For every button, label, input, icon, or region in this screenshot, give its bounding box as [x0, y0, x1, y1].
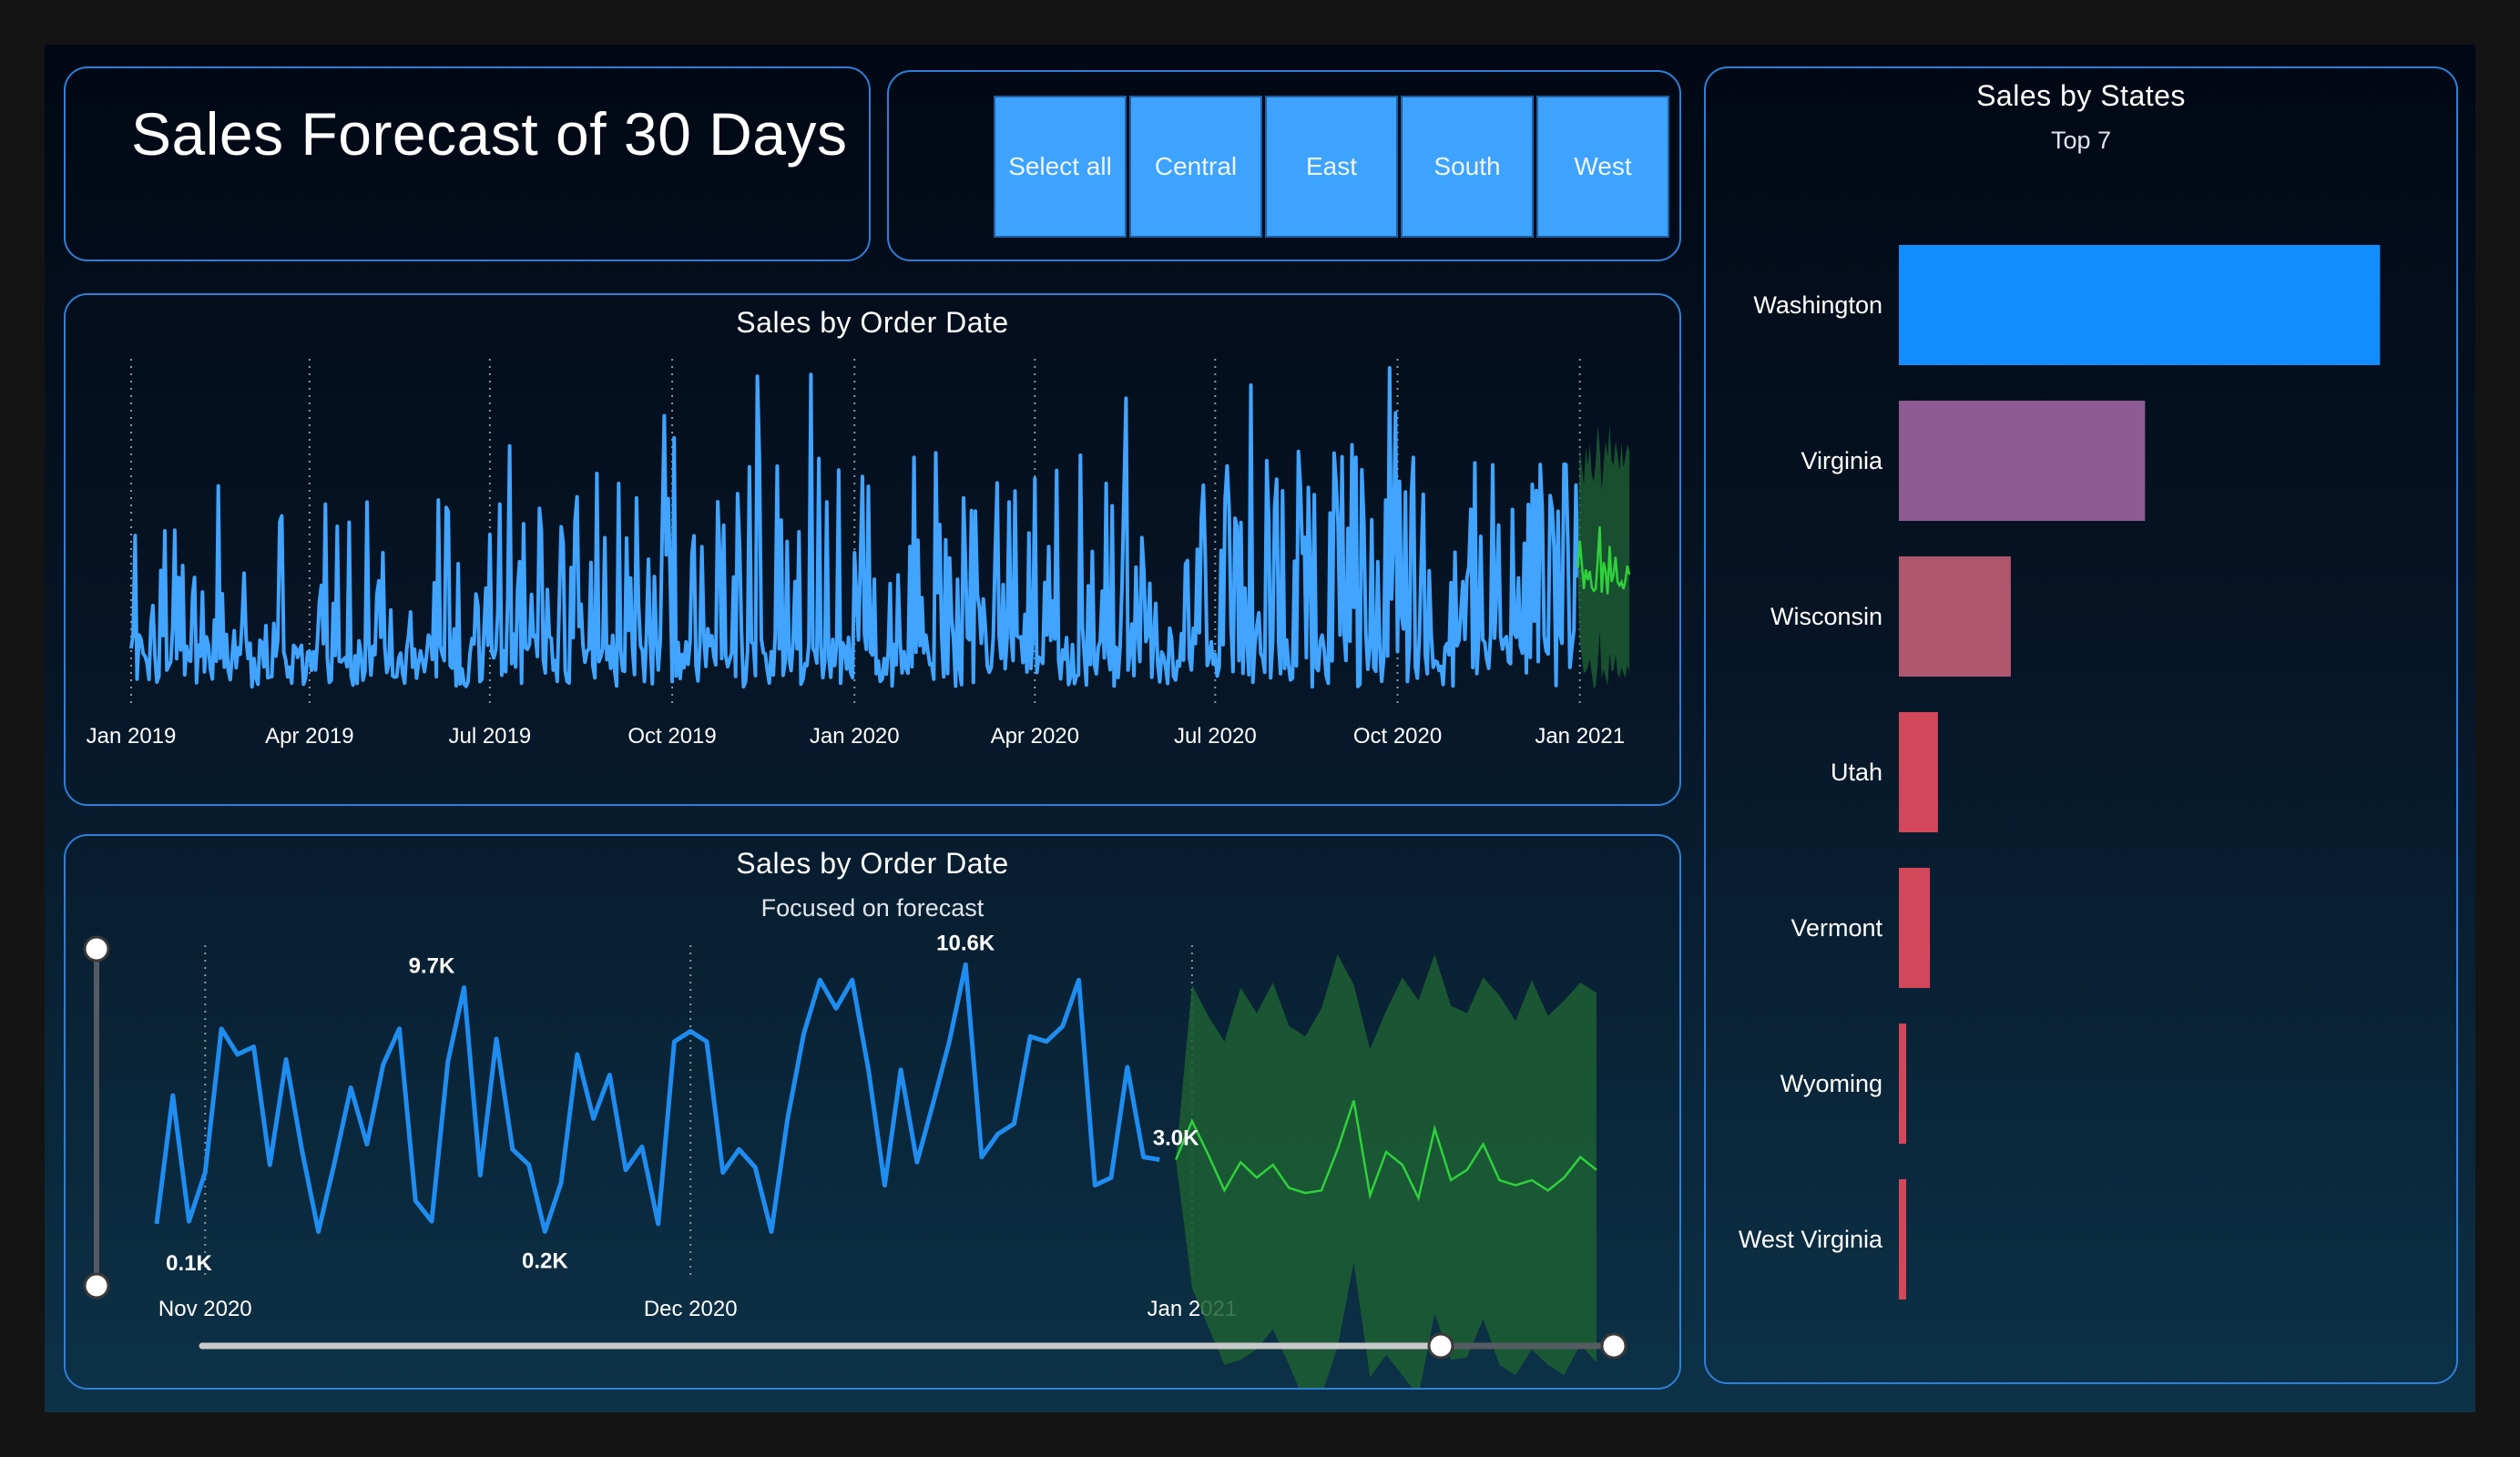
x-tick-label: Jan 2021 [1535, 724, 1625, 749]
x-tick-label: Jan 2020 [810, 724, 900, 749]
bar-washington[interactable] [1899, 245, 2381, 365]
x-tick-label: Jul 2020 [1174, 724, 1257, 749]
slicer-west[interactable]: West [1536, 96, 1669, 238]
data-label: 3.0K [1153, 1126, 1199, 1150]
category-label: West Virginia [1739, 1226, 1883, 1253]
x-tick-label: Oct 2020 [1353, 724, 1442, 749]
forecast-band [1577, 424, 1630, 689]
x-tick-label: Dec 2020 [644, 1297, 738, 1321]
category-label: Vermont [1791, 914, 1882, 942]
bar-chart-title: Sales by States [1976, 79, 2186, 112]
x-tick-label: Apr 2020 [991, 724, 1079, 749]
forecast-line [1174, 1100, 1597, 1202]
actual-sales-line [129, 366, 1580, 689]
x-tick-label: Apr 2019 [265, 724, 353, 749]
slicer-east[interactable]: East [1265, 96, 1398, 238]
bar-wisconsin[interactable] [1899, 556, 2011, 677]
y-zoom-handle-bottom[interactable] [83, 1272, 110, 1299]
chart1-title: Sales by Order Date [736, 306, 1009, 339]
chart2-plot: Nov 2020 Dec 2020 Jan 20210.1K9.7K0.2K10.6… [83, 931, 1627, 1388]
category-label: Wisconsin [1770, 603, 1882, 630]
slicer-select-all[interactable]: Select all [994, 96, 1127, 238]
x-tick-label: Nov 2020 [158, 1297, 252, 1321]
sales-history-chart: Sales by Order Date Jan 2019 Apr 2019 Jul … [64, 293, 1681, 806]
sales-by-states-chart: Sales by States Top 7 Washington Virginia… [1704, 66, 2458, 1384]
x-tick-label: Oct 2019 [627, 724, 716, 749]
data-label: 9.7K [409, 954, 455, 979]
x-zoom-handle-left[interactable] [1427, 1332, 1454, 1360]
bar-chart-subtitle: Top 7 [2050, 127, 2112, 154]
slicer-central[interactable]: Central [1129, 96, 1262, 238]
report-canvas: Sales Forecast of 30 Days Select all Cen… [45, 45, 2475, 1412]
category-label: Virginia [1801, 447, 1883, 474]
slicer-south[interactable]: South [1401, 96, 1534, 238]
data-label: 0.2K [522, 1248, 568, 1273]
region-slicer: Select all Central East South West [887, 70, 1681, 261]
bar-plot: Washington Virginia Wisconsin Utah Vermont Wy… [1739, 245, 2381, 1299]
forecast-band [1176, 954, 1597, 1388]
chart1-plot: Jan 2019 Apr 2019 Jul 2019 Oct 2019 Jan 2020… [87, 359, 1631, 749]
bar-virginia[interactable] [1899, 401, 2146, 521]
forecast-focus-chart: Sales by Order Date Focused on forecast … [64, 834, 1681, 1390]
bar-utah[interactable] [1899, 712, 1938, 832]
title-card: Sales Forecast of 30 Days [64, 66, 871, 261]
x-zoom-handle-right[interactable] [1600, 1332, 1627, 1360]
x-tick-label: Jul 2019 [448, 724, 531, 749]
chart2-title: Sales by Order Date [736, 847, 1009, 880]
x-tick-label: Jan 2019 [87, 724, 177, 749]
bar-vermont[interactable] [1899, 868, 1931, 988]
data-label: 0.1K [166, 1251, 212, 1276]
report-title: Sales Forecast of 30 Days [131, 100, 848, 168]
category-label: Wyoming [1780, 1070, 1882, 1097]
bar-west-virginia[interactable] [1899, 1179, 1906, 1299]
chart2-subtitle: Focused on forecast [760, 894, 985, 922]
bar-wyoming[interactable] [1899, 1024, 1906, 1144]
actual-sales-line [154, 962, 1160, 1234]
data-label: 10.6K [936, 931, 995, 955]
y-zoom-handle-top[interactable] [83, 935, 110, 963]
forecast-line [1576, 526, 1631, 595]
category-label: Utah [1831, 759, 1882, 786]
category-label: Washington [1753, 291, 1882, 319]
